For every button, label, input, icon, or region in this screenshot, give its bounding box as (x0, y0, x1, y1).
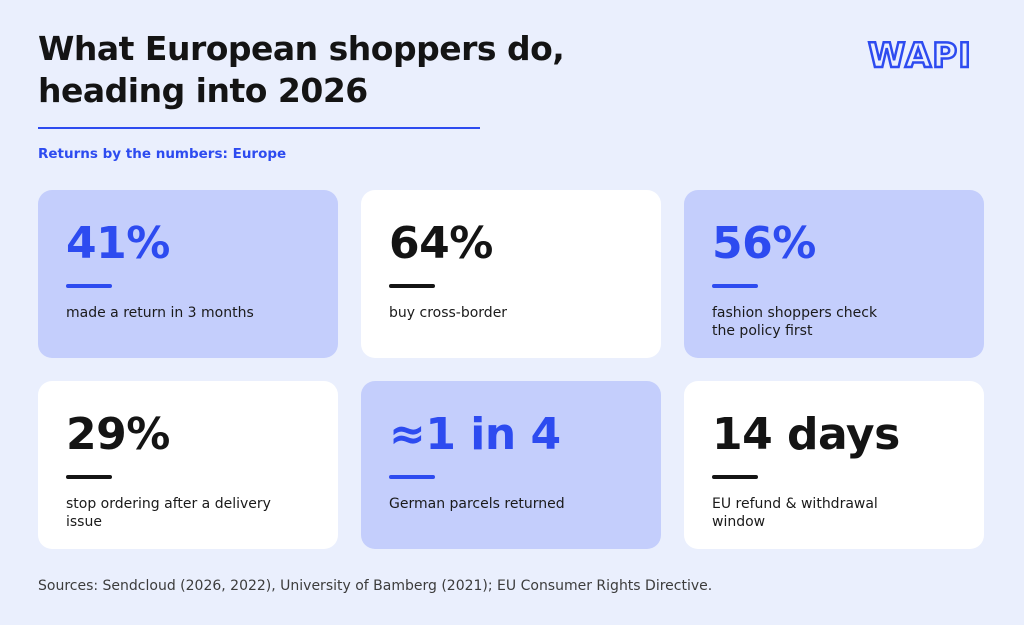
stat-card: 29% stop ordering after a delivery issue (38, 381, 338, 549)
description-line: buy cross-border (389, 305, 508, 321)
stat-description: German parcels returned (389, 495, 661, 513)
stat-description: buy cross-border (389, 304, 661, 322)
description-line: stop ordering after a delivery (66, 496, 271, 512)
accent-dash (389, 284, 435, 288)
accent-dash (389, 475, 435, 479)
sources: Sources: Sendcloud (2026, 2022), Univers… (38, 578, 713, 594)
stat-card: 64% buy cross-border (361, 190, 661, 358)
title: What European shoppers do, heading into … (38, 28, 565, 112)
stat-description: fashion shoppers check the policy first (712, 304, 984, 340)
accent-dash (712, 284, 758, 288)
stat-card: 41% made a return in 3 months (38, 190, 338, 358)
description-line: made a return in 3 months (66, 305, 254, 321)
stat-value: 64% (389, 218, 493, 269)
description-line: window (712, 514, 766, 530)
description-line: German parcels returned (389, 496, 565, 512)
accent-dash (712, 475, 758, 479)
subtitle: Returns by the numbers: Europe (38, 146, 287, 162)
title-line: What European shoppers do, (38, 29, 565, 68)
stat-card: 56% fashion shoppers check the policy firs… (684, 190, 984, 358)
description-line: EU refund & withdrawal (712, 496, 878, 512)
accent-dash (66, 284, 112, 288)
stat-value: 41% (66, 218, 170, 269)
stat-value: 29% (66, 409, 170, 460)
description-line: issue (66, 514, 102, 530)
stat-value: 14 days (712, 409, 900, 460)
stat-card: 14 days EU refund & withdrawal window (684, 381, 984, 549)
stat-value: ≈1 in 4 (389, 409, 561, 460)
divider (38, 127, 480, 129)
stat-value: 56% (712, 218, 816, 269)
accent-dash (66, 475, 112, 479)
description-line: fashion shoppers check (712, 305, 878, 321)
stat-description: EU refund & withdrawal window (712, 495, 984, 531)
stat-description: made a return in 3 months (66, 304, 338, 322)
description-line: the policy first (712, 323, 813, 339)
stat-description: stop ordering after a delivery issue (66, 495, 338, 531)
title-line: heading into 2026 (38, 71, 368, 110)
logo: WAPI (867, 35, 972, 78)
stat-card: ≈1 in 4 German parcels returned (361, 381, 661, 549)
